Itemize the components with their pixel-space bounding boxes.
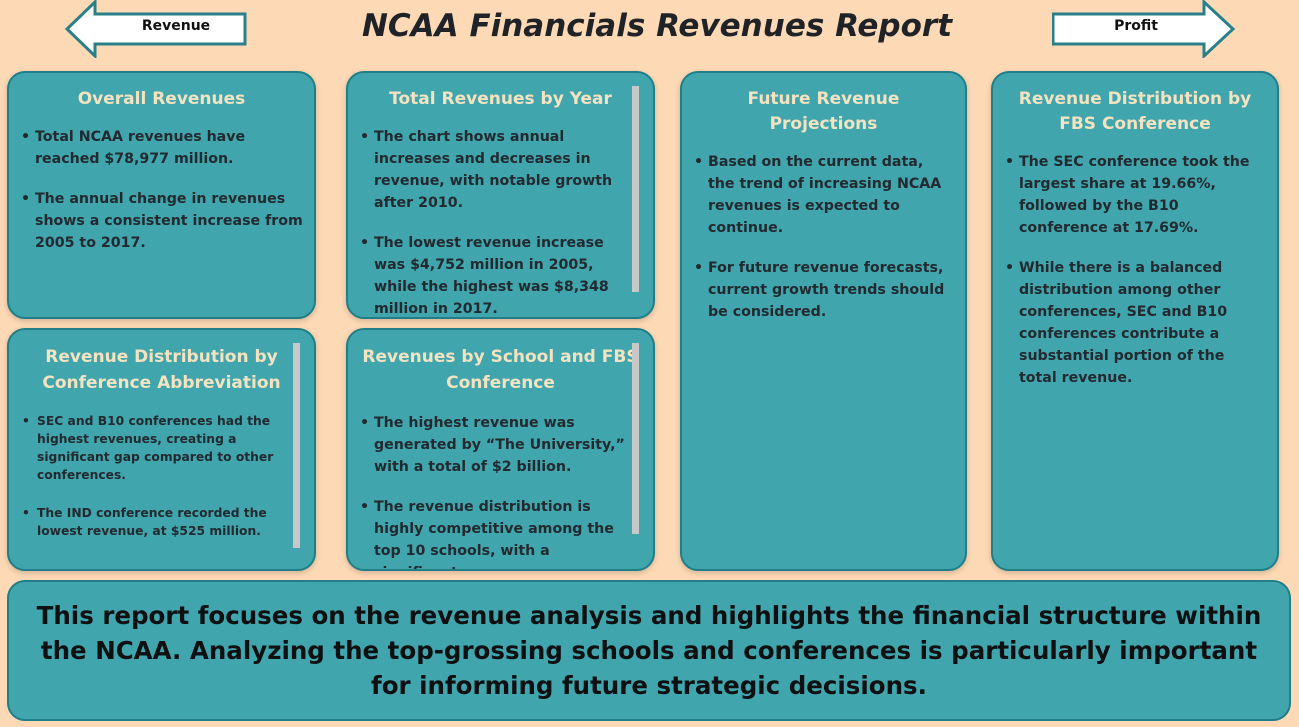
nav-profit-button[interactable]: Profit [1052,0,1236,58]
nav-profit-label: Profit [1114,18,1158,34]
list-item: The chart shows annual increases and dec… [360,126,629,214]
bullet-list: The highest revenue was generated by “Th… [348,412,653,569]
list-item: The annual change in revenues shows a co… [21,188,314,254]
scrollbar[interactable] [293,343,300,548]
bullet-list: Total NCAA revenues have reached $78,977… [9,126,314,254]
scrollbar[interactable] [632,86,639,292]
bullet-list: The chart shows annual increases and dec… [348,126,653,317]
bullet-list: Based on the current data, the trend of … [682,151,965,323]
list-item: The SEC conference took the largest shar… [1005,151,1263,239]
total-revenues-by-year-card: Total Revenues by Year The chart shows a… [346,71,655,319]
overall-revenues-card: Overall Revenues Total NCAA revenues hav… [7,71,316,319]
nav-revenue-label: Revenue [141,18,211,34]
card-title: Total Revenues by Year [389,89,612,109]
card-title: Revenue Distribution by FBS Conference [1018,89,1252,134]
list-item: The IND conference recorded the lowest r… [22,504,314,540]
bullet-list: The SEC conference took the largest shar… [993,151,1277,389]
list-item: While there is a balanced distribution a… [1005,257,1263,389]
scrollbar[interactable] [632,343,639,534]
fbs-conference-distribution-card: Revenue Distribution by FBS Conference T… [991,71,1279,571]
list-item: The revenue distribution is highly compe… [360,496,633,569]
page-title: NCAA Financials Revenues Report [361,8,953,44]
card-title: Revenue Distribution by Conference Abbre… [42,347,281,393]
arrow-right-icon [1052,0,1236,58]
future-revenue-projections-card: Future Revenue Projections Based on the … [680,71,967,571]
arrow-left-icon [65,0,247,58]
list-item: SEC and B10 conferences had the highest … [22,412,314,484]
summary-banner: This report focuses on the revenue analy… [7,580,1291,721]
list-item: The highest revenue was generated by “Th… [360,412,633,478]
list-item: Based on the current data, the trend of … [694,151,951,239]
card-title: Overall Revenues [77,89,246,109]
nav-revenue-button[interactable]: Revenue [65,0,247,58]
summary-text: This report focuses on the revenue analy… [36,601,1262,700]
bullet-list: SEC and B10 conferences had the highest … [9,412,314,540]
list-item: Total NCAA revenues have reached $78,977… [21,126,314,170]
conference-abbreviation-distribution-card: Revenue Distribution by Conference Abbre… [7,328,316,571]
school-fbs-revenues-card: Revenues by School and FBS Conference Th… [346,328,655,571]
card-title: Revenues by School and FBS Conference [362,347,639,393]
list-item: For future revenue forecasts, current gr… [694,257,951,323]
card-title: Future Revenue Projections [747,89,900,134]
list-item: The lowest revenue increase was $4,752 m… [360,232,629,317]
